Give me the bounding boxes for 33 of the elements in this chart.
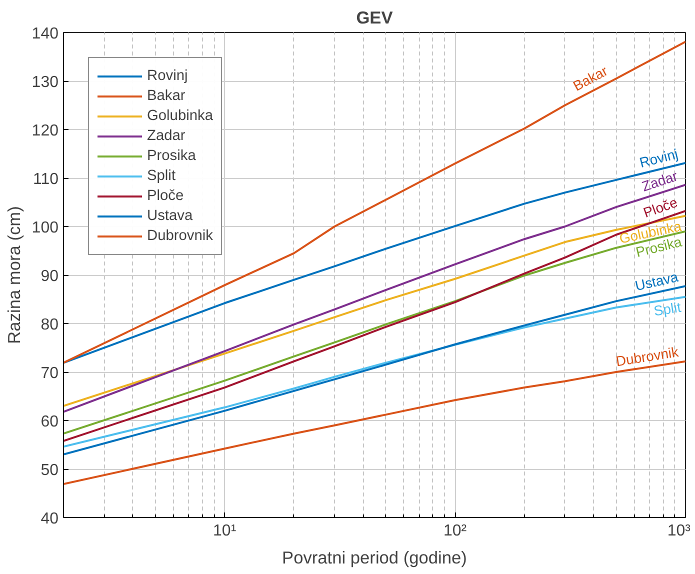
y-tick-label: 140 bbox=[32, 26, 59, 42]
y-tick-label: 50 bbox=[40, 462, 59, 479]
y-tick-label: 90 bbox=[40, 268, 59, 285]
text: Split bbox=[652, 298, 682, 319]
y-tick-label: 100 bbox=[32, 220, 59, 236]
text: Bakar bbox=[570, 62, 610, 94]
chart-title: GEV bbox=[356, 8, 394, 28]
text: Ustava bbox=[633, 268, 680, 294]
text: Rovinj bbox=[638, 145, 680, 170]
text: Ploče bbox=[641, 194, 680, 221]
x-axis-title: Povratni period (godine) bbox=[282, 548, 467, 568]
legend-label: Rovinj bbox=[147, 68, 188, 84]
text: Dubrovnik bbox=[614, 344, 680, 370]
legend-label: Ploče bbox=[147, 188, 184, 204]
legend-label: Dubrovnik bbox=[147, 228, 213, 244]
text: Zadar bbox=[640, 168, 680, 194]
legend-label: Golubinka bbox=[147, 108, 213, 124]
y-tick-label: 70 bbox=[40, 365, 59, 382]
y-tick-label: 130 bbox=[32, 74, 59, 91]
x-tick-label: 10¹ bbox=[213, 522, 236, 540]
legend-label: Bakar bbox=[147, 88, 186, 104]
y-tick-label: 40 bbox=[40, 510, 59, 528]
legend-label: Prosika bbox=[147, 148, 196, 164]
y-axis-title: Razina mora (cm) bbox=[4, 206, 24, 344]
y-tick-label: 110 bbox=[32, 171, 59, 188]
y-tick-label: 120 bbox=[32, 122, 59, 140]
legend-label: Zadar bbox=[147, 128, 186, 144]
x-tick-label: 10² bbox=[443, 522, 468, 540]
y-tick-label: 60 bbox=[40, 414, 59, 430]
legend-label: Ustava bbox=[147, 208, 193, 224]
y-tick-label: 80 bbox=[40, 316, 59, 334]
x-tick-label: 10³ bbox=[667, 522, 692, 540]
legend-label: Split bbox=[147, 168, 176, 184]
